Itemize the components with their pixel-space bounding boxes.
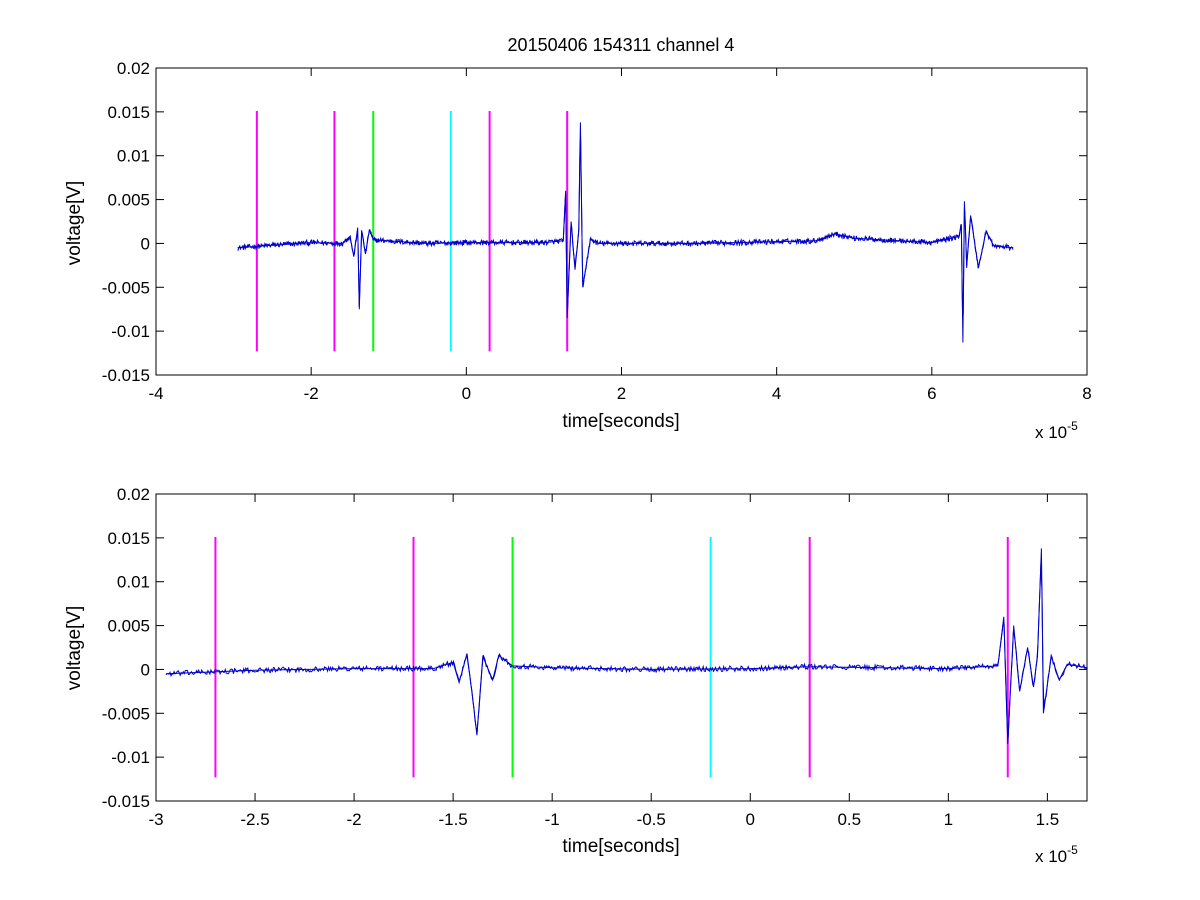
y-tick-label: 0.02: [117, 485, 150, 504]
x-multiplier-base: x 10: [1035, 847, 1067, 866]
signal-spikes: [237, 122, 1014, 343]
y-axis-ticks: -0.015 -0.01 -0.005 0 0.005 0.01 0.015 0.02: [102, 59, 1087, 385]
x-tick-label: 6: [927, 384, 936, 403]
x-tick-label: 1: [944, 810, 953, 829]
x-axis-ticks: -3 -2.5 -2 -1.5 -1 -0.5 0 0.5 1 1.5: [148, 494, 1059, 829]
x-tick-label: 1.5: [1036, 810, 1060, 829]
x-tick-label: -2.5: [240, 810, 269, 829]
x-tick-label: 2: [617, 384, 626, 403]
y-tick-label: -0.01: [111, 322, 150, 341]
x-tick-label: 0: [746, 810, 755, 829]
x-tick-label: 0: [462, 384, 471, 403]
x-tick-label: -1.5: [438, 810, 467, 829]
y-tick-label: -0.015: [102, 792, 150, 811]
x-multiplier: x 10-5: [1035, 419, 1078, 442]
y-tick-label: -0.015: [102, 366, 150, 385]
y-axis-label: voltage[V]: [64, 606, 85, 691]
y-tick-label: 0.015: [107, 529, 150, 548]
x-axis-ticks: -4 -2 0 2 4 6 8: [148, 68, 1092, 403]
plot-title: 20150406 154311 channel 4: [508, 35, 735, 55]
signal-trace: [165, 548, 1088, 745]
y-tick-label: 0.005: [107, 191, 150, 210]
x-tick-label: -2: [304, 384, 319, 403]
axes-frame: [155, 493, 1088, 802]
bottom-subplot: -3 -2.5 -2 -1.5 -1 -0.5 0 0.5 1 1.5 -0.015-0.01-0…: [64, 485, 1088, 866]
x-tick-label: 8: [1082, 384, 1091, 403]
y-tick-label: 0.02: [117, 59, 150, 78]
y-axis-ticks: -0.015 -0.01 -0.005 0 0.005 0.01 0.015 0.02: [102, 485, 1087, 811]
y-tick-label: -0.005: [102, 278, 150, 297]
x-multiplier: x 10-5: [1035, 843, 1078, 866]
top-subplot: 20150406 154311 channel 4 -4 -2 0 2 4 6 8 -0.0…: [64, 35, 1092, 442]
x-multiplier-exponent: -5: [1067, 843, 1078, 857]
y-tick-label: 0.01: [117, 147, 150, 166]
x-axis-label: time[seconds]: [562, 836, 679, 857]
y-axis-label: voltage[V]: [64, 181, 85, 266]
y-tick-label: 0.01: [117, 573, 150, 592]
y-tick-label: 0: [141, 234, 150, 253]
y-tick-label: 0.015: [107, 103, 150, 122]
signal-spikes: [165, 548, 1088, 745]
signal-trace: [237, 122, 1014, 343]
x-tick-label: 0.5: [837, 810, 861, 829]
x-tick-label: 4: [772, 384, 781, 403]
x-multiplier-exponent: -5: [1067, 419, 1078, 433]
x-tick-label: -4: [148, 384, 163, 403]
x-tick-label: -0.5: [637, 810, 666, 829]
y-tick-label: 0.005: [107, 617, 150, 636]
x-tick-label: -2: [347, 810, 362, 829]
x-tick-label: -1: [545, 810, 560, 829]
y-tick-label: -0.01: [111, 748, 150, 767]
x-multiplier-base: x 10: [1035, 423, 1067, 442]
x-tick-label: -3: [148, 810, 163, 829]
x-axis-label: time[seconds]: [562, 411, 679, 432]
marker-lines: [255, 110, 569, 352]
y-tick-label: -0.005: [102, 704, 150, 723]
y-tick-label: 0: [141, 660, 150, 679]
